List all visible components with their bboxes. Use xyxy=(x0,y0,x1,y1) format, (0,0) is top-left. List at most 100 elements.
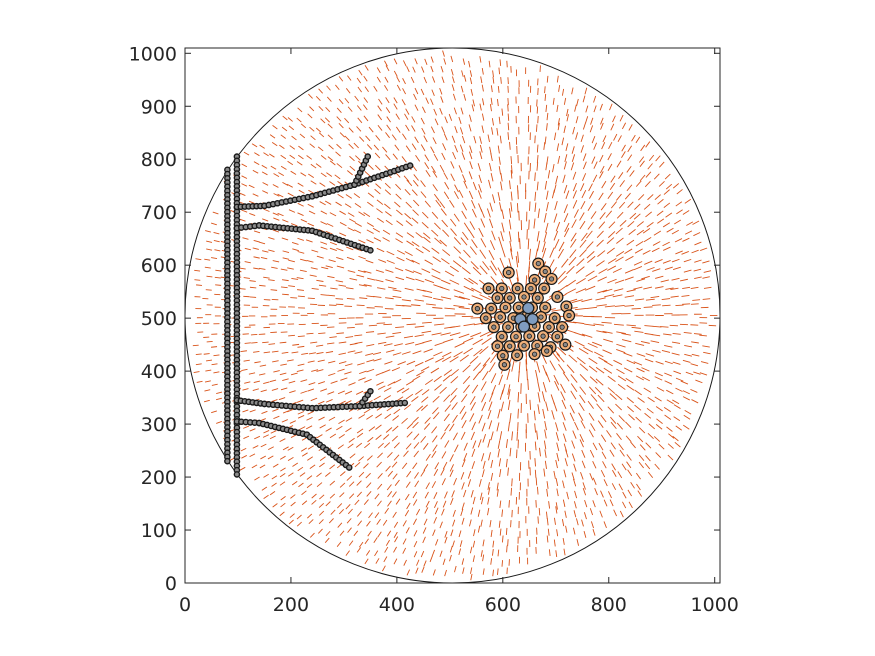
cell xyxy=(471,302,484,315)
vector-arrow xyxy=(431,229,439,237)
vector-arrow xyxy=(634,389,642,396)
vector-arrow xyxy=(262,250,269,253)
vector-arrow xyxy=(297,411,305,415)
vector-arrow xyxy=(574,104,577,112)
vector-arrow xyxy=(328,259,336,263)
vector-arrow xyxy=(675,201,683,207)
vector-arrow xyxy=(527,379,529,390)
vector-arrow xyxy=(574,332,586,337)
vector-arrow xyxy=(288,519,294,525)
vector-arrow xyxy=(631,326,641,329)
vector-arrow xyxy=(346,256,355,261)
vector-arrow xyxy=(422,295,433,299)
vector-arrow xyxy=(287,267,294,270)
vector-arrow xyxy=(627,154,633,162)
vector-arrow xyxy=(624,276,634,281)
vector-arrow xyxy=(634,298,645,301)
vector-arrow xyxy=(338,508,344,515)
vector-arrow xyxy=(366,229,374,234)
vector-arrow xyxy=(316,279,324,282)
vector-arrow xyxy=(477,163,481,172)
vector-arrow xyxy=(347,326,355,329)
vector-arrow xyxy=(650,296,660,299)
vector-arrow xyxy=(431,76,436,83)
vector-arrow xyxy=(673,404,681,409)
vector-arrow xyxy=(596,403,603,412)
vector-arrow xyxy=(281,419,288,423)
vector-arrow xyxy=(647,471,654,479)
vector-arrow xyxy=(638,427,646,434)
vector-arrow xyxy=(615,251,625,257)
vector-arrow xyxy=(432,569,436,576)
vector-arrow xyxy=(317,146,324,152)
vector-arrow xyxy=(591,156,596,164)
vector-arrow xyxy=(572,200,578,209)
vector-arrow xyxy=(581,333,593,338)
vector-arrow xyxy=(205,359,213,362)
vector-arrow xyxy=(394,144,400,151)
vector-arrow xyxy=(434,237,442,245)
vector-arrow xyxy=(574,421,579,431)
vector-arrow xyxy=(271,350,279,353)
vector-arrow xyxy=(412,350,422,355)
vector-arrow xyxy=(378,98,383,105)
vector-arrow xyxy=(645,353,655,357)
vector-arrow xyxy=(671,258,680,263)
vector-arrow xyxy=(319,182,326,187)
vector-arrow xyxy=(612,469,617,477)
vector-arrow xyxy=(395,498,401,505)
vector-arrow xyxy=(570,232,577,242)
axes-box xyxy=(184,47,721,584)
vector-arrow xyxy=(318,381,326,385)
vector-arrow xyxy=(431,275,441,280)
vector-arrow xyxy=(501,222,505,233)
vector-arrow xyxy=(603,338,614,343)
vector-arrow xyxy=(384,76,389,83)
vector-arrow xyxy=(261,410,268,414)
vector-arrow xyxy=(347,443,354,449)
vector-arrow xyxy=(636,353,646,357)
vector-arrow xyxy=(609,103,613,111)
vector-arrow xyxy=(463,277,474,285)
vector-arrow xyxy=(672,399,680,405)
vector-arrow xyxy=(601,321,612,324)
vector-arrow xyxy=(667,454,674,461)
vector-arrow xyxy=(461,393,468,403)
vector-arrow xyxy=(562,422,567,431)
vector-arrow xyxy=(384,189,391,196)
vector-arrow xyxy=(443,338,454,343)
vector-arrow xyxy=(638,194,645,201)
vector-arrow xyxy=(473,348,483,357)
vector-arrow xyxy=(357,117,363,124)
vector-arrow xyxy=(481,113,485,121)
vector-arrow xyxy=(272,124,278,130)
vector-arrow xyxy=(533,218,536,229)
vector-arrow xyxy=(450,387,458,396)
vector-arrow xyxy=(624,295,635,298)
vector-arrow xyxy=(416,405,424,412)
vector-arrow xyxy=(665,183,673,190)
vector-arrow xyxy=(280,268,288,271)
vector-arrow xyxy=(206,248,213,251)
vector-arrow xyxy=(702,345,710,348)
vector-arrow xyxy=(347,75,352,81)
vector-arrow xyxy=(420,180,426,188)
vector-arrow xyxy=(576,98,579,106)
vector-arrow xyxy=(572,321,585,325)
vector-arrow xyxy=(194,269,201,272)
vector-arrow xyxy=(606,430,612,438)
vector-arrow xyxy=(545,222,549,233)
vector-arrow xyxy=(660,326,669,328)
vector-arrow xyxy=(579,249,587,258)
vector-arrow xyxy=(628,413,635,421)
vector-arrow xyxy=(636,221,644,228)
vector-arrow xyxy=(345,88,351,94)
vector-arrow xyxy=(420,144,426,152)
vector-arrow xyxy=(462,337,474,343)
vector-arrow xyxy=(288,259,296,263)
vector-arrow xyxy=(450,228,457,236)
vector-arrow xyxy=(253,350,260,353)
vector-arrow xyxy=(420,469,426,477)
vector-arrow xyxy=(603,521,607,529)
vector-arrow xyxy=(655,275,664,279)
